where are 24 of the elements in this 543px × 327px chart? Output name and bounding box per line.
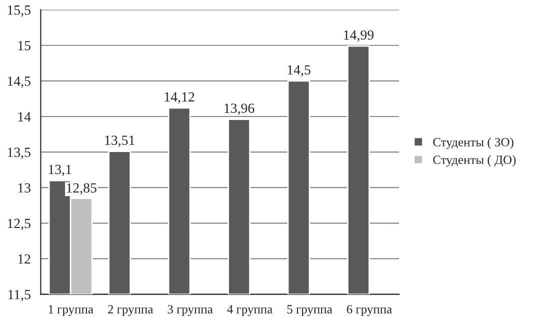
x-tick-label: 6 группа: [346, 305, 392, 316]
y-tick-label: 14: [18, 112, 31, 122]
y-tick-label: 12: [18, 254, 30, 264]
y-tick-label: 11,5: [8, 290, 30, 302]
y-tick-label: 14,5: [8, 76, 30, 88]
y-tick-label: 13,5: [8, 148, 30, 160]
x-tick-label: 3 группа: [168, 305, 213, 316]
x-tick-label: 2 группа: [108, 305, 154, 316]
y-tick-label: 12,5: [8, 218, 30, 230]
data-label: 14,5: [288, 65, 310, 77]
x-tick-label: 5 группа: [287, 305, 332, 316]
legend-label: Студенты ( ДО): [433, 155, 516, 167]
legend-label: Студенты ( ЗО): [433, 138, 514, 149]
data-label: 13,1: [48, 164, 72, 176]
data-label: 13,96: [224, 104, 254, 115]
x-tick-label: 1 группа: [48, 305, 94, 316]
data-label: 13,51: [105, 136, 134, 147]
y-tick-label: 15: [18, 41, 30, 50]
y-tick-label: 15,5: [8, 5, 30, 17]
data-label: 14,12: [164, 92, 194, 104]
x-tick-label: 4 группа: [227, 305, 272, 316]
y-tick-label: 13: [18, 183, 30, 193]
data-label: 14,99: [344, 30, 374, 42]
data-label: 12,85: [66, 183, 96, 195]
